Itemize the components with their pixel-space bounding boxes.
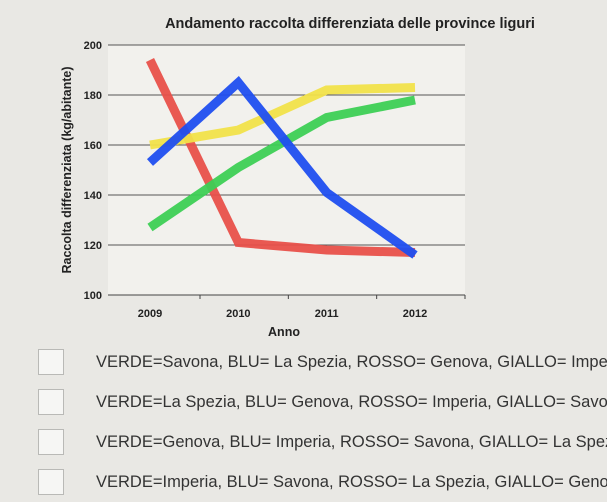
checkbox[interactable] — [38, 469, 64, 495]
checkbox[interactable] — [38, 349, 64, 375]
y-tick-label: 200 — [84, 40, 102, 52]
y-axis-label: Raccolta differenziata (kg/abitante) — [60, 67, 74, 274]
series-line-4 — [146, 75, 418, 259]
y-tick-label: 120 — [84, 240, 102, 252]
x-tick-label: 2011 — [315, 308, 339, 320]
option-text: VERDE=Imperia, BLU= Savona, ROSSO= La Sp… — [96, 472, 607, 491]
y-tick-label: 140 — [84, 190, 102, 202]
option-text: VERDE=Savona, BLU= La Spezia, ROSSO= Gen… — [96, 352, 607, 371]
chart-title: Andamento raccolta differenziata delle p… — [165, 16, 535, 32]
option-2[interactable]: VERDE=La Spezia, BLU= Genova, ROSSO= Imp… — [38, 386, 607, 418]
x-axis-label: Anno — [268, 325, 300, 339]
x-tick-label: 2012 — [403, 308, 427, 320]
option-text: VERDE=La Spezia, BLU= Genova, ROSSO= Imp… — [96, 392, 607, 411]
checkbox[interactable] — [38, 389, 64, 415]
series-line-2 — [149, 83, 416, 150]
option-text: VERDE=Genova, BLU= Imperia, ROSSO= Savon… — [96, 432, 607, 451]
y-tick-label: 100 — [84, 290, 102, 302]
y-tick-label: 160 — [84, 140, 102, 152]
y-tick-label: 180 — [84, 90, 102, 102]
checkbox[interactable] — [38, 429, 64, 455]
series-line-1 — [145, 58, 416, 257]
x-tick-label: 2010 — [226, 308, 250, 320]
option-4[interactable]: VERDE=Imperia, BLU= Savona, ROSSO= La Sp… — [38, 466, 607, 498]
x-tick-label: 2009 — [138, 308, 162, 320]
line-chart: 100 120 140 160 180 200 2009 2010 2011 2012 Andame… — [60, 16, 535, 339]
option-1[interactable]: VERDE=Savona, BLU= La Spezia, ROSSO= Gen… — [38, 346, 607, 378]
option-3[interactable]: VERDE=Genova, BLU= Imperia, ROSSO= Savon… — [38, 426, 607, 458]
chart: 100 120 140 160 180 200 2009 2010 2011 2012 Andame… — [60, 16, 535, 339]
